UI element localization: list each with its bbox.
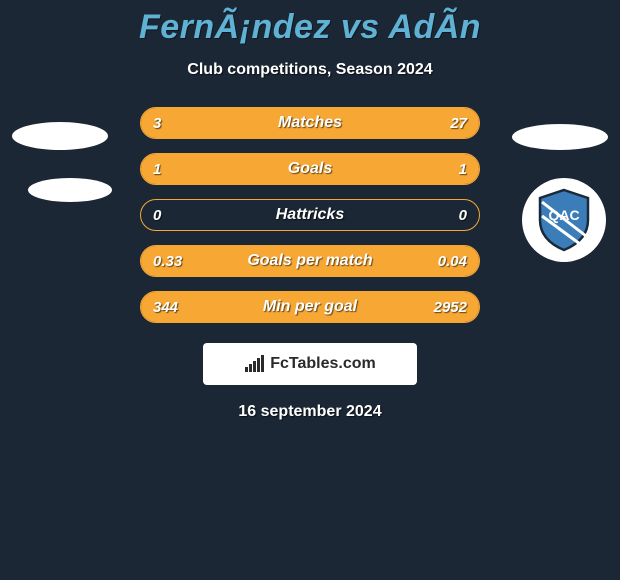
metric-label: Goals per match (247, 252, 372, 270)
club-logo-right-1 (512, 124, 608, 150)
metric-value-right: 0.04 (438, 253, 467, 270)
metric-value-left: 1 (153, 161, 161, 178)
club-logo-left-1 (12, 122, 108, 150)
club-logo-left-2 (28, 178, 112, 202)
metric-fill-right (310, 154, 479, 184)
metric-value-right: 0 (459, 207, 467, 224)
metric-value-left: 0 (153, 207, 161, 224)
metric-label: Min per goal (263, 298, 357, 316)
watermark-text: FcTables.com (270, 355, 376, 373)
bars-icon (244, 355, 266, 373)
metric-value-right: 2952 (434, 299, 467, 316)
metric-label: Hattricks (276, 206, 344, 224)
metric-fill-left (141, 154, 310, 184)
metric-row: 0 Hattricks 0 (140, 199, 480, 231)
metric-row: 3 Matches 27 (140, 107, 480, 139)
comparison-card: FernÃ¡ndez vs AdÃ­n Club competitions, S… (0, 0, 620, 580)
metric-label: Matches (278, 114, 342, 132)
metric-row: 1 Goals 1 (140, 153, 480, 185)
watermark: FcTables.com (203, 343, 417, 385)
club-badge-right: QAC (522, 178, 606, 262)
metric-row: 344 Min per goal 2952 (140, 291, 480, 323)
metric-row: 0.33 Goals per match 0.04 (140, 245, 480, 277)
metric-value-left: 0.33 (153, 253, 182, 270)
metric-label: Goals (288, 160, 332, 178)
page-title: FernÃ¡ndez vs AdÃ­n (0, 0, 620, 47)
metric-value-right: 27 (450, 115, 467, 132)
metric-value-left: 3 (153, 115, 161, 132)
subtitle: Club competitions, Season 2024 (0, 61, 620, 79)
shield-icon: QAC (536, 188, 592, 252)
metric-value-right: 1 (459, 161, 467, 178)
metric-value-left: 344 (153, 299, 178, 316)
shield-letters: QAC (548, 207, 579, 223)
date-text: 16 september 2024 (0, 403, 620, 421)
